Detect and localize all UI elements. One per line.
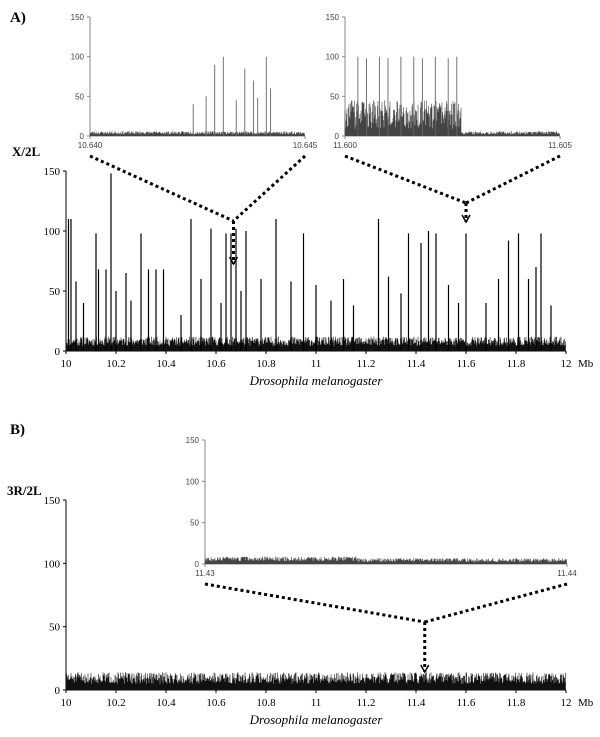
connector-left-line [344,154,467,205]
y-tick-label: 50 [190,519,199,528]
y-tick-label: 50 [330,92,339,101]
x-tick-label: 11.8 [507,358,526,370]
y-tick-label: 100 [71,53,85,62]
x-tick-label: 10.645 [293,141,318,150]
y-tick-label: 150 [186,436,200,445]
y-tick-label: 150 [326,13,340,22]
x-tick-label: 10.6 [206,697,226,709]
x-tick-label: 10 [61,358,73,370]
y-tick-label: 50 [75,92,84,101]
connector-right-line [424,582,568,624]
y-tick-label: 0 [55,685,61,697]
x-tick-label: 12 [561,358,572,370]
connector-left-line [204,582,426,624]
x-unit-label: Mb [578,697,594,709]
x-tick-label: 11.43 [195,569,215,578]
x-tick-label: 11.605 [548,141,572,150]
x-tick-label: 11.600 [333,141,357,150]
x-axis-label: Drosophila melanogaster [249,373,384,388]
y-tick-label: 0 [195,560,200,569]
x-tick-label: 10.8 [256,358,276,370]
panel-a-chrom-label: X/2L [12,144,41,159]
x-tick-label: 10.640 [78,141,103,150]
y-tick-label: 0 [335,132,340,141]
x-tick-label: 10.2 [106,697,125,709]
y-tick-label: 0 [80,132,85,141]
x-tick-label: 10.8 [256,697,276,709]
connector-right-line [232,154,307,223]
y-tick-label: 150 [71,13,85,22]
x-tick-label: 11.2 [357,697,376,709]
x-tick-label: 11.2 [357,358,376,370]
x-tick-label: 10.2 [106,358,125,370]
x-tick-label: 11.4 [407,697,426,709]
plot-a-inset-left: 0 50 100 150 10.640 10.645 [71,13,318,150]
noise-baseline [65,672,566,690]
panel-a-letter: A) [10,10,26,26]
noise-baseline [89,131,305,136]
y-tick-label: 150 [44,495,61,507]
panel-b-chrom-label: 3R/2L [7,483,42,498]
x-tick-label: 10 [61,697,73,709]
y-tick-label: 100 [186,477,200,486]
zoom-connectors [89,154,568,674]
y-tick-label: 50 [49,286,61,298]
panel-b-letter: B) [10,422,25,438]
x-tick-label: 11 [311,358,322,370]
x-tick-label: 11.6 [457,358,476,370]
plot-b-main: 0 50 100 150 10 10.2 10.4 10.6 10.8 11 11.2 11.4 11.… [44,495,594,727]
y-tick-label: 100 [44,226,61,238]
x-axis-label: Drosophila melanogaster [249,712,384,727]
connector-arrow-icon [228,256,239,266]
x-tick-label: 11.44 [557,569,577,578]
connector-arrow-icon [461,214,471,224]
x-tick-label: 10.4 [156,697,176,709]
x-tick-label: 11.8 [507,697,526,709]
noise-baseline [204,556,567,564]
y-tick-label: 100 [44,558,61,570]
x-tick-label: 10.4 [156,358,176,370]
x-tick-label: 11.4 [407,358,426,370]
connector-arrow-icon [420,664,430,674]
x-tick-label: 12 [561,697,572,709]
noise-baseline [344,100,560,136]
plot-a-inset-right: 0 50 100 150 11.600 11.605 [326,13,573,150]
y-tick-label: 0 [55,346,61,358]
y-tick-label: 50 [49,622,61,634]
plot-b-inset: 0 50 100 150 11.43 11.44 [186,436,578,578]
x-tick-label: 10.6 [206,358,226,370]
x-tick-label: 11.6 [457,697,476,709]
x-unit-label: Mb [578,358,594,370]
plot-a-main: 0 50 100 150 10 10.2 10.4 10.6 10.8 11 11.2 11.4 11.… [44,166,594,388]
x-tick-label: 11 [311,697,322,709]
connector-right-line [465,154,561,205]
connector-left-line [89,154,235,223]
y-tick-label: 150 [44,166,61,178]
y-tick-label: 100 [326,53,340,62]
